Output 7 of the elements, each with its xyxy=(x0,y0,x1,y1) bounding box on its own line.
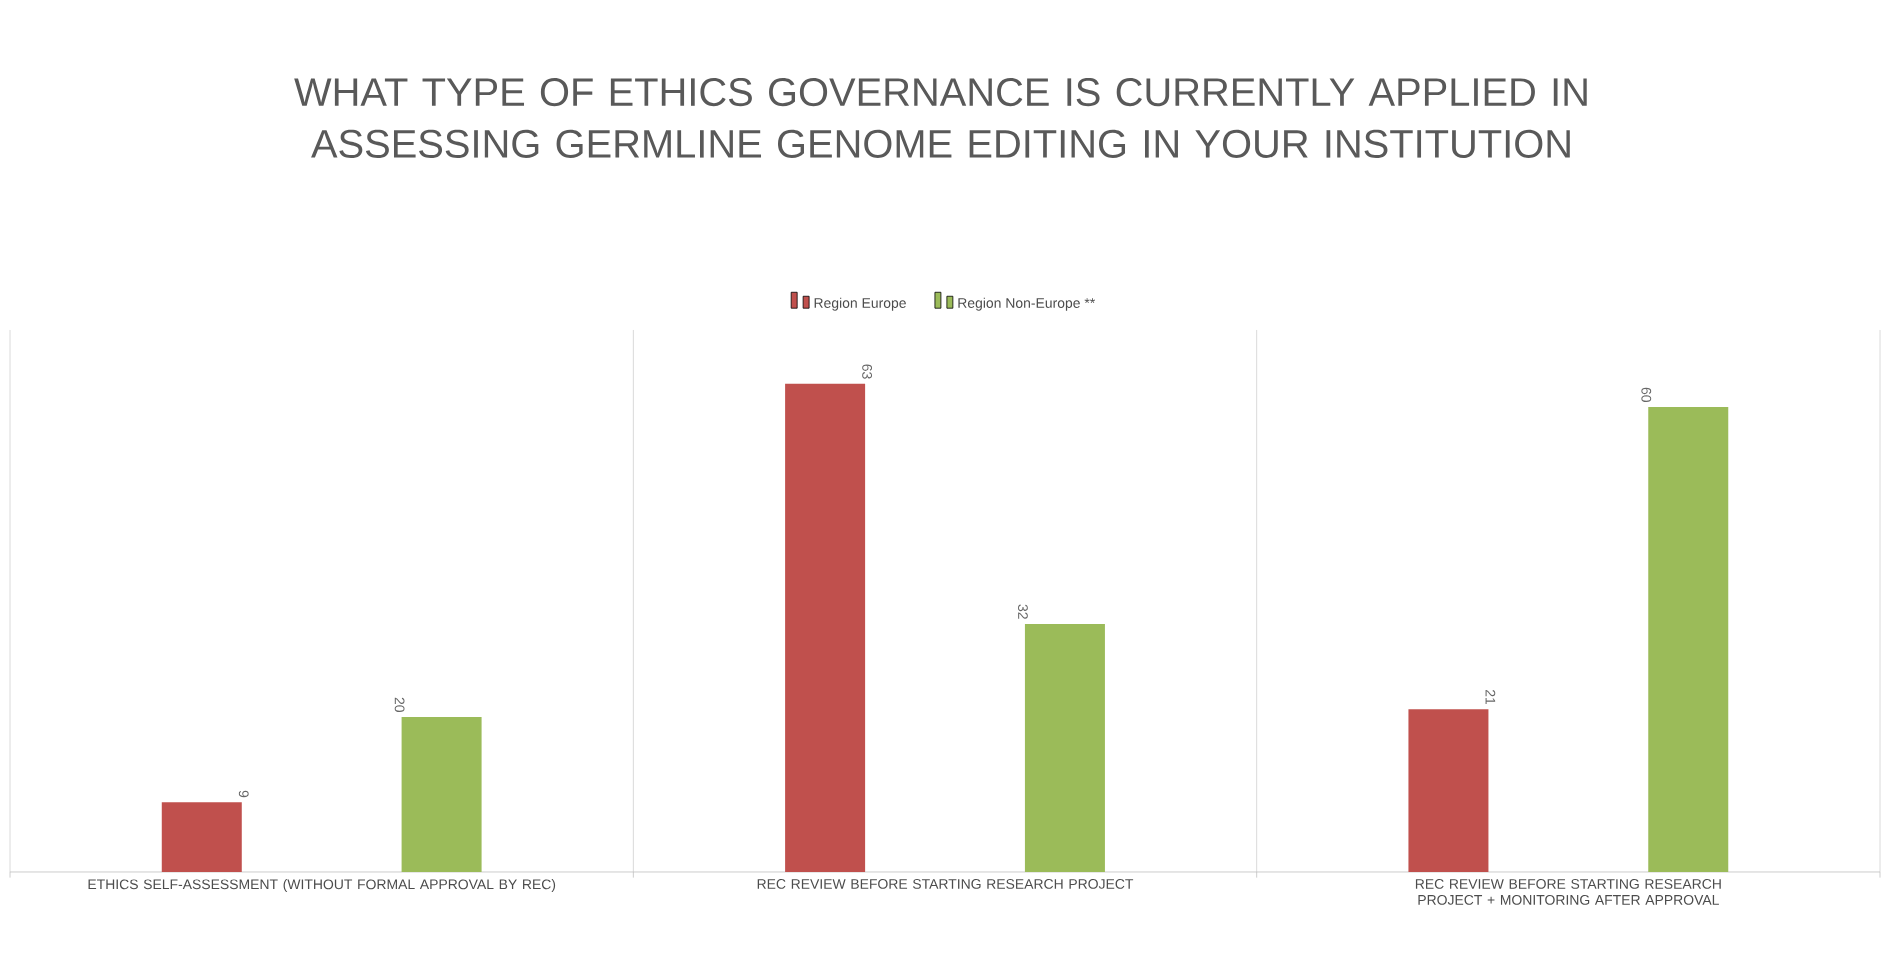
bar xyxy=(785,383,866,872)
bar xyxy=(401,716,482,872)
bar xyxy=(1648,406,1729,872)
bar xyxy=(161,802,242,872)
bar xyxy=(1408,709,1489,872)
chart-title: WHAT TYPE OF ETHICS GOVERNANCE IS CURRENTLY APPLIED IN ASSESSING GERMLINE GENOME EDITING IN YOUR INSTITUTION xyxy=(294,77,1587,158)
bar xyxy=(1024,623,1105,872)
